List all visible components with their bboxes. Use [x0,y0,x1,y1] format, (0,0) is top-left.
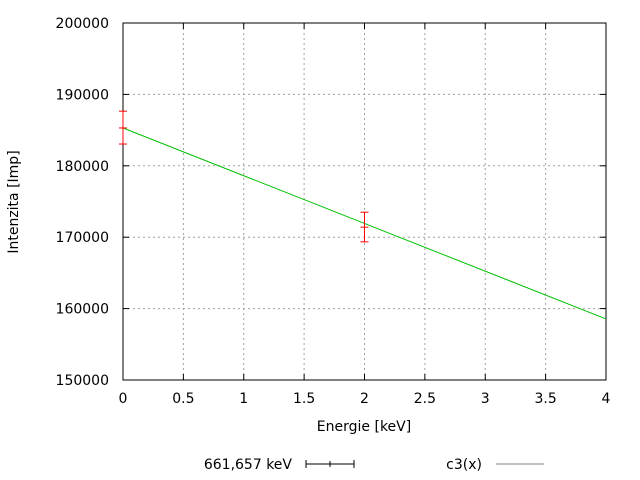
y-tick-label: 160000 [56,302,109,318]
x-tick-label: 4 [602,391,611,407]
y-tick-label: 200000 [56,16,109,32]
grid [122,22,607,381]
x-tick-label: 2 [360,391,369,407]
y-tick-label: 190000 [56,87,109,103]
plot-frame [122,22,607,381]
x-tick-label: 1.5 [293,391,315,407]
x-tick-label: 0.5 [172,391,194,407]
y-tick-label: 170000 [56,230,109,246]
x-tick-label: 3.5 [534,391,556,407]
x-tick-label: 2.5 [414,391,436,407]
y-tick-label: 150000 [56,373,109,389]
legend [305,460,544,468]
legend-label-errorbars: 661,657 keV [204,457,293,473]
y-tick-label: 180000 [56,159,109,175]
marks [119,110,607,320]
error-bar-point [119,110,127,145]
x-tick-label: 1 [239,391,248,407]
y-axis-label: Intenzita [Imp] [6,150,22,253]
legend-label-line: c3(x) [446,457,482,473]
error-bar-point [360,211,369,243]
x-tick-label: 3 [481,391,490,407]
axes: 0 0.5 1 1.5 2 2.5 3 3.5 4 150000 160000 170000 18000… [56,16,611,407]
x-tick-label: 0 [119,391,128,407]
x-axis-label: Energie [keV] [317,419,411,435]
